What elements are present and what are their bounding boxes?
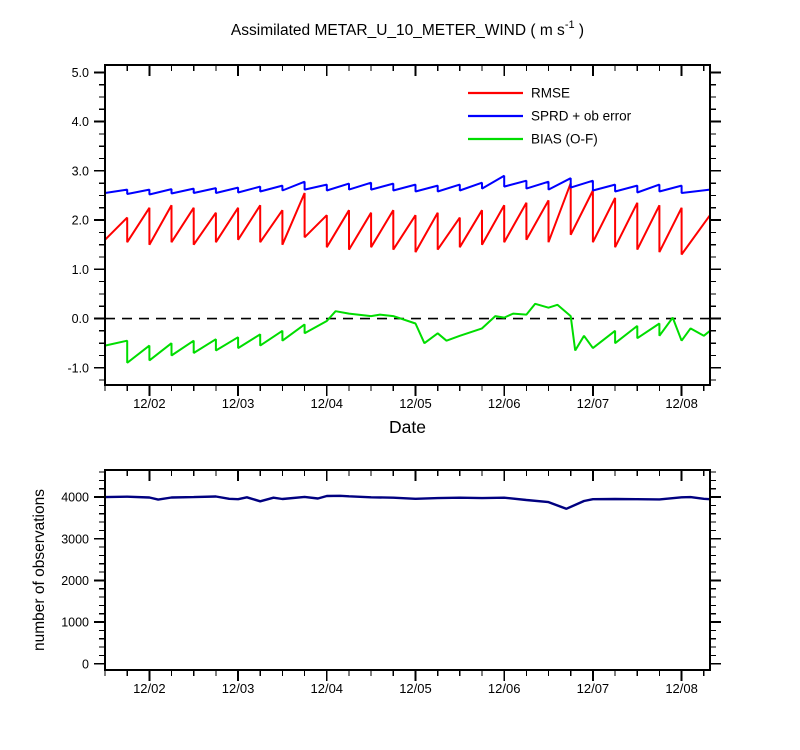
x-tick-label: 12/07 (577, 681, 610, 696)
x-tick-label: 12/02 (133, 396, 166, 411)
series-number-of-observations (104, 494, 711, 510)
y-tick-label: 4000 (61, 491, 89, 505)
x-tick-label: 12/04 (311, 396, 344, 411)
y-tick-label: 0 (82, 657, 89, 671)
series-rmse (104, 182, 711, 256)
x-tick-label: 12/06 (488, 681, 521, 696)
series-bias-o-f (104, 302, 711, 364)
y-tick-label: 3.0 (72, 164, 89, 178)
x-tick-label: 12/06 (488, 396, 521, 411)
x-axis-title: Date (389, 417, 426, 437)
x-tick-label: 12/05 (399, 396, 432, 411)
y-tick-label: 3000 (61, 532, 89, 546)
plot-frame (104, 469, 711, 671)
y-tick-label: 2000 (61, 574, 89, 588)
x-tick-label: 12/08 (665, 396, 698, 411)
x-tick-label: 12/03 (222, 681, 255, 696)
chart-title: Assimilated METAR_U_10_METER_WIND ( m s-… (231, 19, 584, 39)
legend-label-rmse: RMSE (531, 86, 570, 101)
y-tick-label: -1.0 (67, 361, 89, 375)
legend-label-bias-o-f: BIAS (O-F) (531, 132, 598, 147)
legend-label-sprd-ob-error: SPRD + ob error (531, 109, 632, 124)
y-axis-title: number of observations (31, 489, 48, 651)
x-tick-label: 12/04 (311, 681, 344, 696)
error-statistics-panel: 12/02 12/03 12/04 12/05 12/06 12/07 12/08 -1.0 0… (67, 19, 721, 437)
x-tick-label: 12/03 (222, 396, 255, 411)
y-tick-label: 1.0 (72, 263, 89, 277)
x-tick-label: 12/02 (133, 681, 166, 696)
y-tick-label: 5.0 (72, 66, 89, 80)
x-tick-label: 12/07 (577, 396, 610, 411)
y-tick-label: 0.0 (72, 312, 89, 326)
observation-count-panel: 12/02 12/03 12/04 12/05 12/06 12/07 12/08 0 1000… (31, 469, 721, 696)
y-tick-label: 2.0 (72, 214, 89, 228)
series-sprd-ob-error (104, 174, 711, 196)
plot-frame (104, 64, 711, 386)
x-tick-label: 12/05 (399, 681, 432, 696)
x-tick-label: 12/08 (665, 681, 698, 696)
y-tick-label: 4.0 (72, 115, 89, 129)
y-tick-label: 1000 (61, 616, 89, 630)
